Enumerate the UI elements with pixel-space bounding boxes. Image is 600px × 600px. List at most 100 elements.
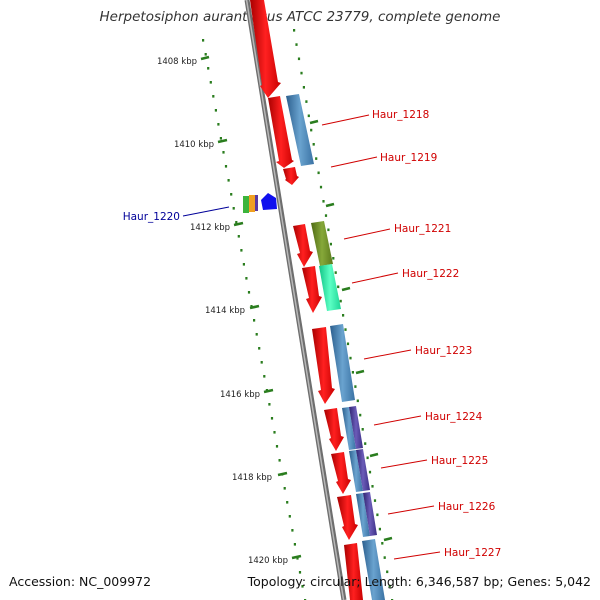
ruler-label: 1416 kbp: [220, 390, 260, 400]
gene-label-haur-1223[interactable]: Haur_1223: [415, 345, 472, 357]
ruler-dot: [291, 529, 294, 532]
ruler-tick-outer: [369, 452, 379, 458]
ruler-dot: [300, 71, 303, 75]
ruler-dot: [250, 305, 253, 308]
ruler-dot: [371, 485, 374, 488]
ruler-label: 1410 kbp: [174, 140, 214, 150]
ruler-dot: [366, 456, 369, 460]
gene-block-haur-1225-purple[interactable]: [356, 449, 370, 491]
ruler-dot: [361, 428, 364, 431]
gene-arrow-haur-1222[interactable]: [302, 266, 322, 313]
gene-block-haur-1226-purple[interactable]: [363, 492, 377, 536]
ruler-dot: [349, 356, 352, 360]
ruler-dot: [270, 417, 274, 420]
ruler-dot: [339, 299, 342, 303]
genome-backbone-highlight: [245, 0, 345, 600]
gene-block-haur-1224-blue[interactable]: [342, 407, 356, 450]
gene-label-haur-1221[interactable]: Haur_1221: [394, 223, 451, 235]
ruler-dot: [247, 291, 251, 294]
gene-label-haur-1222[interactable]: Haur_1222: [402, 268, 459, 280]
gene-arrow-haur-1223[interactable]: [312, 327, 335, 404]
gene-block-haur-1227[interactable]: [362, 539, 385, 600]
callout-line-haur-1220: [182, 206, 230, 217]
gene-label-haur-1218[interactable]: Haur_1218: [372, 109, 429, 121]
ruler-dot: [245, 277, 248, 280]
gene-arrow-haur-1221[interactable]: [293, 224, 313, 267]
gene-block-haur-1220-orange[interactable]: [249, 195, 255, 212]
ruler-dot: [258, 347, 261, 350]
map-title: Herpetosiphon aurantiacus ATCC 23779, co…: [99, 9, 501, 25]
ruler-dot: [296, 557, 299, 560]
ruler-dot: [207, 67, 210, 70]
ruler-tick-outer: [341, 286, 351, 292]
gene-block-haur-1220-purple[interactable]: [255, 195, 258, 211]
gene-block-haur-1221[interactable]: [311, 221, 333, 266]
ruler-tick-outer: [383, 536, 393, 542]
ruler-dot: [307, 114, 310, 118]
gene-block-haur-1224-purple[interactable]: [349, 406, 363, 449]
gene-label-haur-1226[interactable]: Haur_1226: [438, 501, 496, 513]
ruler-dot: [315, 157, 318, 160]
ruler-dot: [312, 143, 315, 146]
gene-block-haur-1222[interactable]: [319, 264, 341, 311]
gene-label-haur-1225[interactable]: Haur_1225: [431, 455, 488, 467]
gene-label-haur-1227[interactable]: Haur_1227: [444, 547, 501, 559]
callout-line-haur-1223: [363, 349, 412, 360]
gene-block-haur-1223[interactable]: [330, 324, 355, 402]
ruler-dot: [344, 328, 347, 331]
ruler-dot: [324, 214, 328, 217]
gene-arrow[interactable]: [250, 0, 281, 98]
ruler-dot: [230, 193, 233, 196]
ruler-dot: [219, 137, 222, 140]
ruler-dot: [202, 39, 205, 42]
ruler-tick-outer: [325, 202, 335, 208]
gene-block-haur-1220-green[interactable]: [243, 196, 249, 213]
ruler-dot: [204, 53, 207, 56]
gene-label-haur-1224[interactable]: Haur_1224: [425, 411, 483, 423]
gene-arrow-haur-1224[interactable]: [324, 408, 344, 451]
gene-label-haur-1219[interactable]: Haur_1219: [380, 152, 437, 164]
ruler-dot: [209, 81, 212, 84]
ruler-tick: [217, 138, 228, 144]
ruler-dot: [381, 542, 384, 545]
ruler-dot: [278, 459, 281, 462]
ruler-tick-outer: [309, 119, 319, 125]
ruler-dot: [268, 403, 271, 406]
ruler-dot: [297, 57, 301, 61]
gene-arrow-haur-1226[interactable]: [337, 495, 358, 540]
ruler-tick: [233, 221, 244, 227]
ruler-dot: [283, 487, 286, 490]
ruler-dot: [388, 584, 391, 588]
genome-summary-text: Topology: circular; Length: 6,346,587 bp…: [247, 574, 591, 589]
ruler-dot: [273, 431, 276, 434]
ruler-dot: [383, 556, 386, 559]
ruler-dot: [255, 333, 258, 336]
gene-arrow-haur-1227[interactable]: [344, 543, 363, 600]
ruler-dot: [298, 571, 302, 574]
ruler-label: 1412 kbp: [190, 223, 230, 233]
ruler-dot: [378, 527, 381, 531]
gene-arrow-haur-1225[interactable]: [331, 452, 351, 494]
ruler-dot: [260, 361, 263, 364]
gene-label-haur-1220[interactable]: Haur_1220: [123, 211, 180, 223]
gene-block-haur-1218[interactable]: [286, 94, 314, 166]
ruler-ticks: [200, 55, 393, 560]
ruler-dot: [305, 100, 308, 103]
ruler-dot: [368, 470, 372, 474]
ruler-dot: [224, 165, 228, 168]
gene-block-haur-1226-blue[interactable]: [356, 493, 370, 537]
gene-arrow-haur-1218[interactable]: [268, 96, 294, 168]
gene-arrow-haur-1220[interactable]: [261, 193, 277, 210]
ruler-dot: [310, 128, 313, 132]
ruler-dot: [275, 445, 279, 448]
gene-arrow-haur-1219[interactable]: [283, 167, 299, 185]
ruler-dot: [376, 513, 379, 517]
ruler-tick: [263, 388, 274, 394]
ruler-labels: 1408 kbp 1410 kbp 1412 kbp 1414 kbp 1416…: [157, 57, 288, 566]
gene-block-haur-1225-blue[interactable]: [349, 450, 363, 492]
accession-text: Accession: NC_009972: [9, 574, 152, 589]
callout-line-haur-1226: [387, 505, 435, 515]
ruler-dot: [212, 95, 215, 98]
ruler-dot: [293, 29, 296, 32]
ruler-dot: [240, 249, 243, 252]
